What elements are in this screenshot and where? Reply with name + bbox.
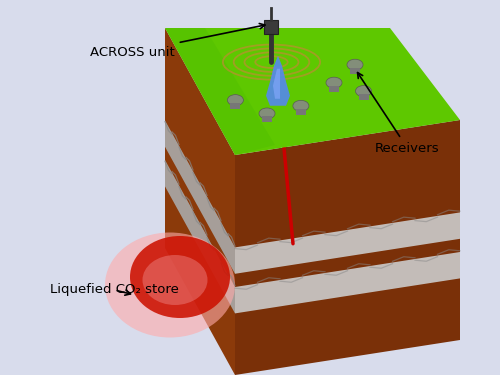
Ellipse shape (293, 100, 309, 111)
Text: ACROSS unit: ACROSS unit (90, 24, 265, 58)
Polygon shape (165, 28, 235, 375)
Ellipse shape (347, 59, 363, 70)
Ellipse shape (228, 94, 244, 106)
FancyBboxPatch shape (329, 86, 339, 92)
Polygon shape (165, 160, 235, 314)
Polygon shape (266, 56, 290, 106)
Ellipse shape (130, 236, 230, 318)
Text: Receivers: Receivers (358, 73, 440, 154)
FancyBboxPatch shape (230, 103, 240, 109)
FancyBboxPatch shape (262, 117, 272, 123)
Ellipse shape (142, 255, 208, 305)
FancyBboxPatch shape (358, 94, 368, 100)
Ellipse shape (326, 77, 342, 88)
Ellipse shape (356, 86, 372, 97)
Polygon shape (165, 120, 235, 274)
FancyBboxPatch shape (350, 68, 360, 74)
FancyBboxPatch shape (296, 109, 306, 115)
Ellipse shape (259, 108, 275, 119)
Polygon shape (235, 120, 460, 375)
Polygon shape (165, 28, 275, 155)
Polygon shape (165, 28, 460, 155)
FancyBboxPatch shape (264, 20, 278, 34)
Text: Liquefied CO₂ store: Liquefied CO₂ store (50, 284, 179, 297)
Polygon shape (273, 69, 280, 99)
Ellipse shape (105, 232, 235, 338)
Polygon shape (235, 252, 460, 314)
Polygon shape (235, 212, 460, 274)
